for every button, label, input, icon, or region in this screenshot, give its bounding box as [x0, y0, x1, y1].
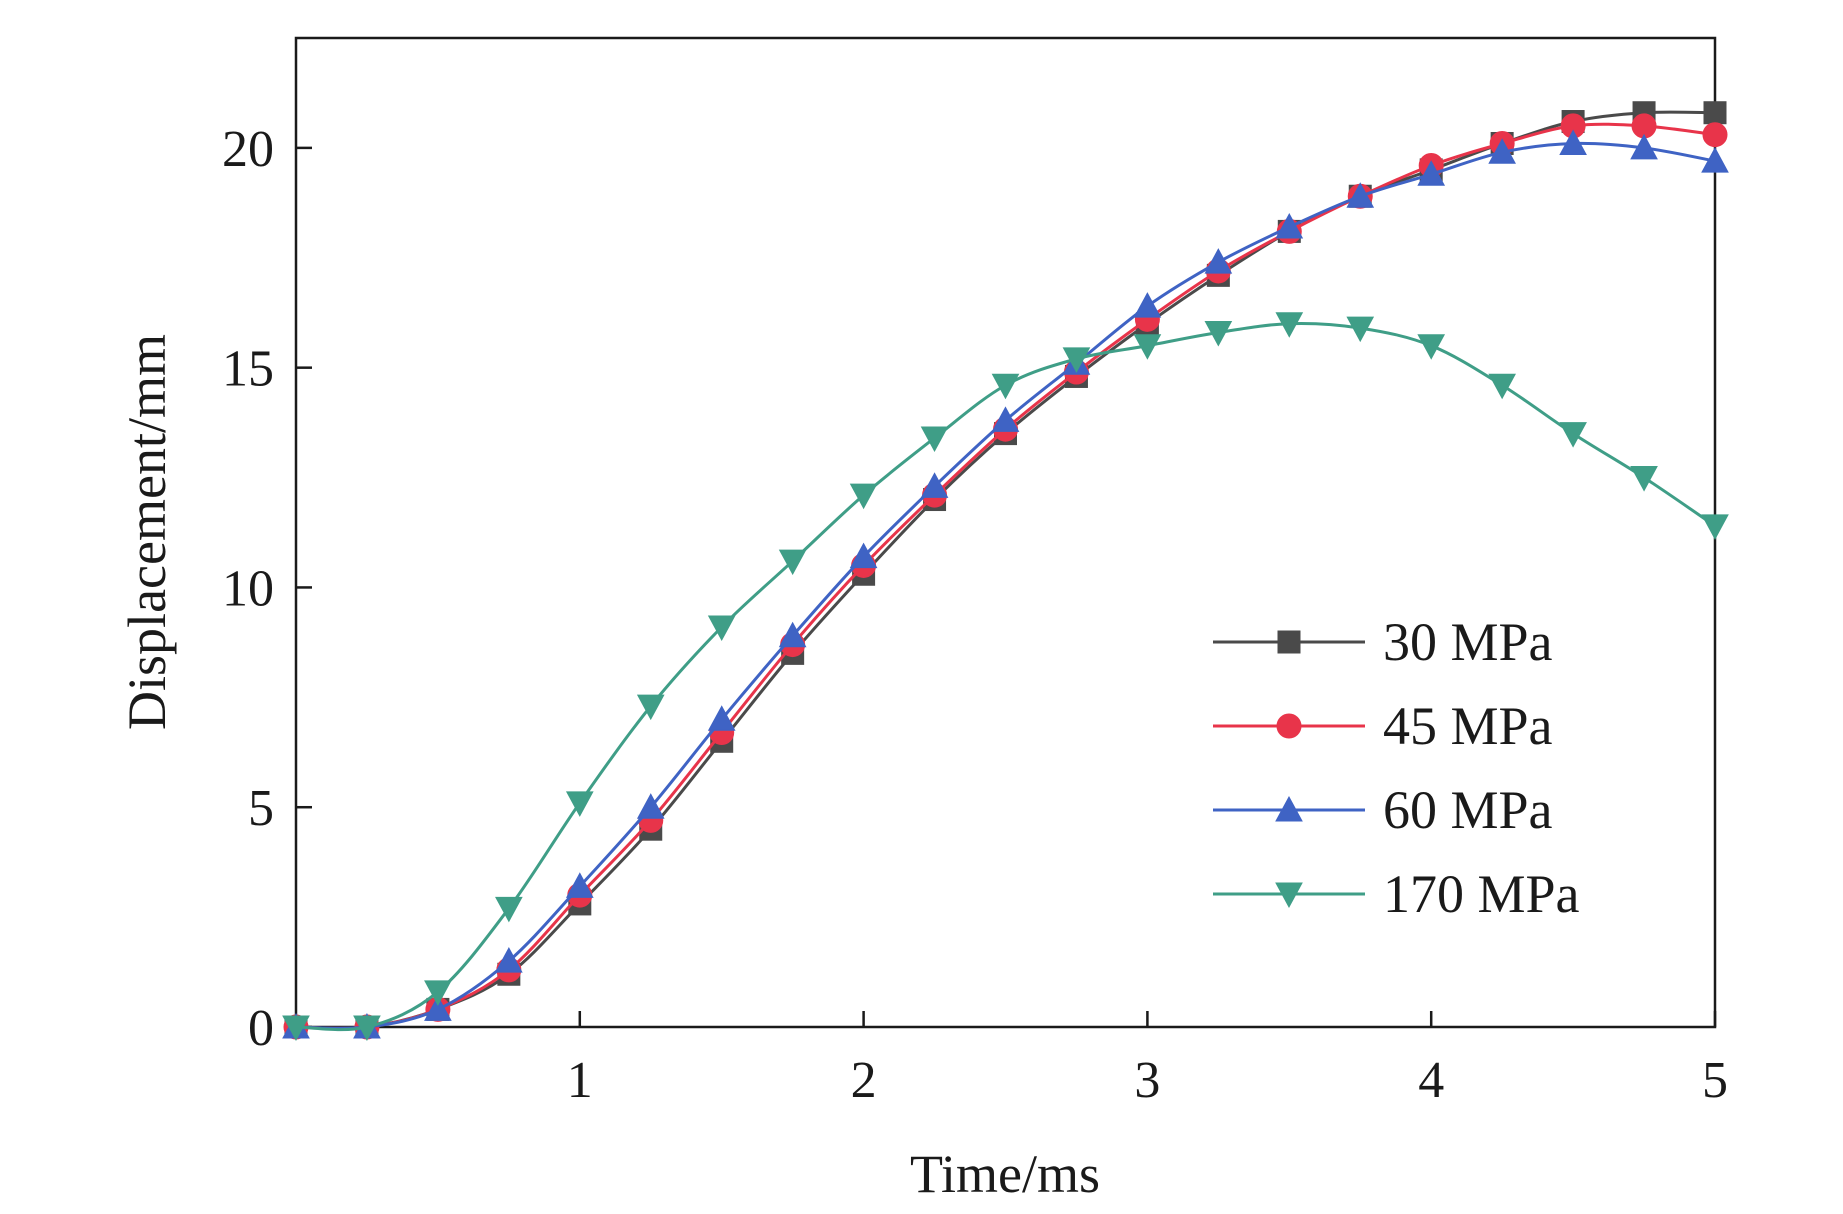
legend-label: 60 MPa	[1383, 780, 1553, 840]
data-point	[1346, 182, 1375, 208]
data-point	[565, 791, 594, 817]
data-point	[707, 615, 736, 642]
legend-marker	[1275, 882, 1303, 909]
series-layer	[282, 101, 1729, 1042]
data-point	[707, 705, 736, 731]
x-tick-label: 1	[567, 1052, 593, 1109]
y-tick-label: 20	[222, 121, 274, 178]
legend-label: 45 MPa	[1383, 696, 1553, 756]
data-point	[1275, 312, 1304, 338]
data-point	[849, 483, 878, 510]
x-tick-label: 3	[1134, 1052, 1160, 1109]
data-point	[1417, 160, 1446, 186]
data-point	[1630, 466, 1658, 492]
data-point	[282, 1015, 310, 1042]
y-tick-label: 0	[248, 1000, 274, 1057]
data-point	[920, 472, 949, 498]
data-point	[636, 793, 665, 819]
y-tick-label: 15	[222, 341, 274, 398]
series-170-mpa	[282, 312, 1729, 1042]
x-tick-label: 2	[851, 1052, 877, 1109]
data-point	[1133, 292, 1162, 318]
data-point	[1204, 321, 1233, 347]
legend-label: 30 MPa	[1383, 612, 1553, 672]
legend: 30 MPa 45 MPa 60 MPa 170 MPa	[1213, 612, 1580, 924]
x-tick-label: 5	[1702, 1052, 1728, 1109]
series-line	[295, 141, 1716, 1030]
x-axis-title: Time/ms	[910, 1144, 1100, 1204]
legend-marker	[1277, 630, 1301, 654]
legend-item: 45 MPa	[1213, 696, 1553, 756]
data-point	[1062, 347, 1091, 373]
data-point	[495, 947, 523, 973]
series-line	[295, 322, 1716, 1032]
data-point	[1701, 514, 1729, 540]
data-point	[1204, 248, 1233, 274]
data-point	[636, 694, 665, 721]
y-axis-title: Displacement/mm	[117, 334, 177, 730]
data-point	[1275, 212, 1304, 239]
legend-marker	[1276, 713, 1302, 739]
data-point	[778, 549, 807, 576]
data-point	[1559, 129, 1587, 155]
series-60-mpa	[282, 129, 1729, 1039]
y-tick-label: 5	[248, 780, 274, 837]
legend-marker	[1275, 795, 1303, 822]
data-point	[1702, 122, 1728, 148]
data-point	[424, 980, 452, 1006]
data-point	[424, 995, 452, 1021]
legend-item: 30 MPa	[1213, 612, 1553, 672]
data-point	[991, 373, 1020, 400]
series-line	[295, 110, 1716, 1030]
y-axis: 0 5 10 15 20	[222, 121, 312, 1057]
data-point	[1630, 133, 1658, 160]
data-point	[1559, 422, 1587, 448]
legend-label: 170 MPa	[1383, 864, 1580, 924]
series-line	[295, 122, 1716, 1030]
data-point	[1701, 147, 1729, 173]
data-point	[849, 542, 878, 569]
legend-item: 170 MPa	[1213, 864, 1580, 924]
data-point	[920, 426, 949, 453]
data-point	[1417, 334, 1446, 360]
data-point	[1488, 373, 1516, 400]
data-point	[778, 621, 807, 648]
data-point	[991, 406, 1020, 432]
data-point	[1703, 101, 1727, 125]
x-axis: 1 2 3 4 5	[567, 1011, 1728, 1109]
data-point	[1488, 138, 1516, 164]
data-point	[495, 896, 523, 923]
data-point	[1133, 334, 1162, 360]
data-point	[565, 872, 594, 898]
data-point	[353, 1015, 381, 1042]
y-tick-label: 10	[222, 560, 274, 617]
legend-item: 60 MPa	[1213, 780, 1553, 840]
x-tick-label: 4	[1418, 1052, 1444, 1109]
data-point	[1346, 316, 1375, 343]
